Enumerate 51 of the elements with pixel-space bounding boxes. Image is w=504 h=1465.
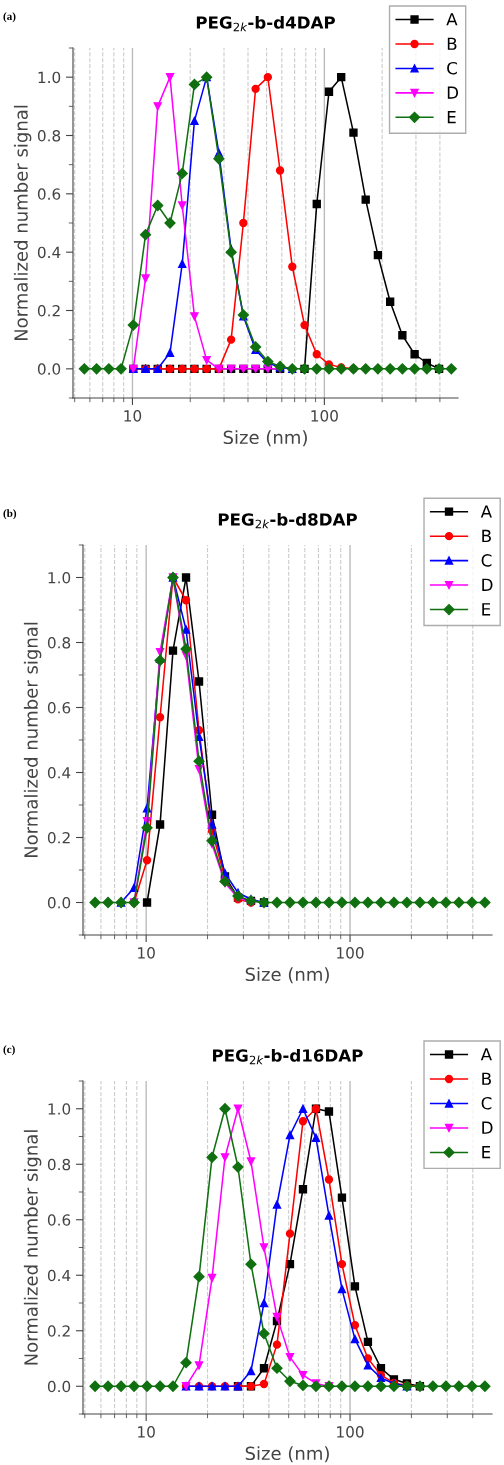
x-axis-title: Size (nm) [223,430,307,447]
y-tick-label: 0.8 [47,636,71,649]
text: (b) [3,509,17,520]
legend-label: C [447,61,457,75]
y-tick-label: 0.8 [37,129,61,142]
chart-title: PEG$_{2k}$-b-d8DAP [218,512,357,529]
y-tick-label: 0.2 [47,831,70,844]
x-tick-label: 100 [337,947,364,959]
y-tick-label: 0.6 [47,1214,71,1226]
x-tick-label: 10 [124,410,142,422]
text: (a) [3,12,16,23]
legend-label: A [480,505,492,518]
x-tick-label: 10 [138,1426,155,1438]
chart-title: PEG$_{2k}$-b-d4DAP [196,15,335,32]
legend-label: E [482,603,491,616]
x-axis-title: Size (nm) [245,967,329,984]
y-tick-label: 0.0 [47,1380,71,1393]
y-tick-label: 0.0 [37,363,61,375]
legend-label: B [482,529,491,542]
legend-label: C [481,1096,492,1110]
y-axis-title: Normalized number signal [23,622,42,858]
x-tick-label: 100 [337,1426,364,1438]
y-tick-label: 0.8 [47,1158,71,1171]
legend-label: D [447,86,459,99]
y-tick-label: 0.4 [37,246,61,259]
y-tick-label: 0.4 [47,766,71,779]
x-axis-title: Size (nm) [245,1446,329,1463]
legend-label: B [447,37,457,50]
chart-title: PEG$_{2k}$-b-d16DAP [213,1048,363,1065]
legend-label: D [482,578,493,591]
legend-label: E [482,1146,491,1159]
legend-label: E [447,111,456,124]
legend-label: A [480,1048,492,1061]
y-tick-label: 1.0 [38,71,61,84]
y-tick-label: 0.6 [47,701,71,714]
y-axis-title: Normalized number signal [23,1130,42,1365]
x-tick-label: 10 [138,947,155,959]
y-tick-label: 0.6 [37,188,61,200]
text: (c) [3,1045,15,1056]
y-tick-label: 0.2 [47,1325,70,1337]
y-tick-label: 1.0 [48,571,71,584]
y-axis-title: Normalized number signal [13,105,32,341]
legend-label: C [481,554,492,567]
legend-label: A [446,13,458,26]
y-tick-label: 0.4 [47,1269,71,1282]
legend-label: D [482,1121,493,1134]
y-tick-label: 0.2 [37,304,60,317]
x-tick-label: 100 [311,410,338,422]
y-tick-label: 1.0 [48,1103,71,1115]
legend-label: B [482,1072,491,1085]
y-tick-label: 0.0 [47,896,71,909]
